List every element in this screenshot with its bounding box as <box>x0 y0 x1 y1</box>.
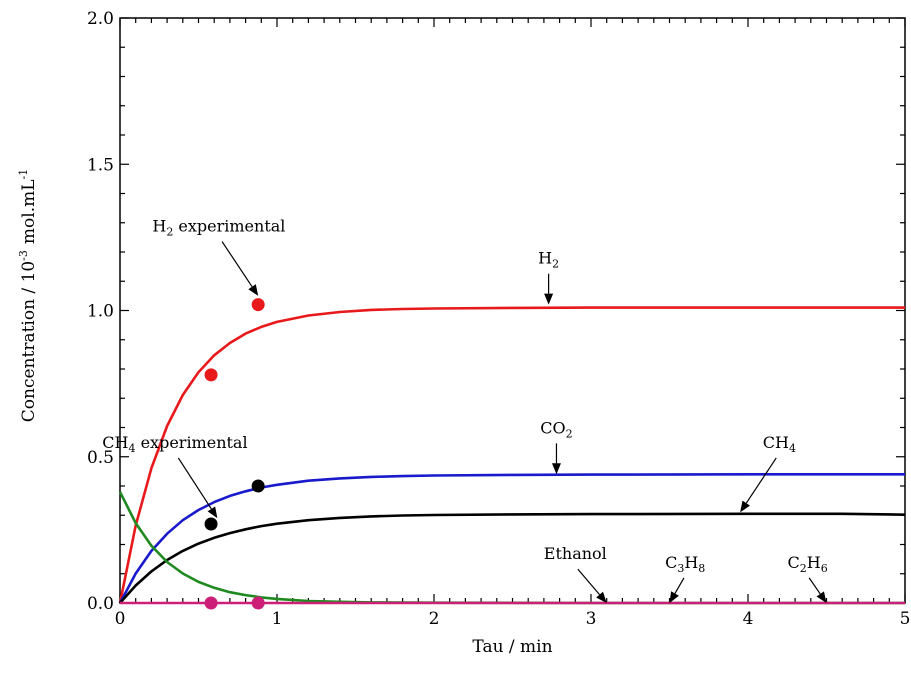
x-tick-label: 0 <box>115 609 126 629</box>
series-line <box>118 306 905 604</box>
annotation-text-part: 4 <box>789 442 796 455</box>
annotation-text-part: 2 <box>552 258 559 271</box>
annotation-ch4-arrow-head <box>740 500 750 513</box>
annotation-ch4-exp-arrow-head <box>207 506 218 519</box>
annotation-c3h8-arrow-head <box>669 591 679 603</box>
x-tick-label: 4 <box>743 609 754 629</box>
series-line <box>119 512 906 604</box>
annotation-text-part: CO <box>540 418 565 437</box>
annotation-c2h6-arrow-line <box>808 577 821 595</box>
annotation-ch4-exp-label: CH4 experimental <box>102 433 247 455</box>
experimental-point <box>204 596 218 610</box>
annotation-text-part: C <box>665 553 677 572</box>
annotation-ethanol-arrow-head <box>596 591 607 603</box>
annotation-ch4-arrow-line <box>745 457 777 504</box>
annotation-co2-arrow-head <box>551 463 561 475</box>
series-line <box>118 473 905 604</box>
annotation-text-part: 2 <box>566 427 573 440</box>
x-tick-label: 3 <box>586 609 597 629</box>
y-axis-label-unit-exp: -1 <box>17 169 30 180</box>
annotation-ethanol-label: Ethanol <box>544 544 607 563</box>
annotation-text-part: Ethanol <box>544 544 607 563</box>
annotation-text-part: experimental <box>173 217 285 236</box>
y-axis-label: Concentration / 10-3 mol.mL-1 <box>17 169 39 422</box>
annotation-c2h6-arrow-head <box>816 591 827 603</box>
annotation-text-part: H <box>152 217 166 236</box>
annotation-text-part: 8 <box>698 562 705 575</box>
annotation-co2-label: CO2 <box>540 418 572 440</box>
annotation-h2-exp-arrow-head <box>248 284 259 296</box>
annotation-h2-arrow-head <box>544 293 554 305</box>
annotation-text-part: H <box>684 553 698 572</box>
y-axis-label-exp: -3 <box>17 250 30 261</box>
annotation-text-part: H <box>538 249 552 268</box>
annotation-text-part: 2 <box>800 562 807 575</box>
x-tick-label: 1 <box>272 609 283 629</box>
y-tick-label: 1.5 <box>87 155 114 175</box>
annotation-c2h6-label: C2H6 <box>788 553 828 575</box>
annotation-text-part: CH <box>102 433 128 452</box>
y-tick-label: 0.5 <box>87 448 114 468</box>
series-lines <box>118 306 906 605</box>
annotation-c3h8-arrow-line <box>674 577 685 594</box>
annotation-text-part: 6 <box>821 562 828 575</box>
experimental-point <box>251 479 265 493</box>
x-axis-label: Tau / min <box>472 637 552 657</box>
annotation-ethanol-arrow-line <box>577 568 601 596</box>
annotation-text-part: experimental <box>136 433 248 452</box>
annotation-ch4-label: CH4 <box>763 433 796 455</box>
annotation-text-part: C <box>788 553 800 572</box>
x-tick-label: 5 <box>900 609 911 629</box>
experimental-points <box>204 298 265 610</box>
y-tick-label: 0.0 <box>87 594 114 614</box>
annotation-text-part: 2 <box>166 226 173 239</box>
annotation-text-part: 4 <box>129 442 136 455</box>
y-axis-label-main: Concentration / 10 <box>19 261 39 422</box>
y-tick-label: 1.0 <box>87 302 114 322</box>
annotation-text-part: 3 <box>677 562 684 575</box>
x-tick-label: 2 <box>429 609 440 629</box>
y-axis-label-unit: mol.mL <box>19 179 39 244</box>
annotation-text-part: H <box>807 553 821 572</box>
annotation-text-part: CH <box>763 433 789 452</box>
experimental-point <box>251 298 265 312</box>
annotation-h2-label: H2 <box>538 249 559 271</box>
axes: 0 1 2 3 4 5 0.0 0.5 1.0 1.5 2.0 <box>87 9 910 629</box>
annotation-h2-exp-arrow-line <box>221 241 253 288</box>
annotation-ch4-exp-arrow-line <box>177 457 212 510</box>
annotation-h2-exp-label: H2 experimental <box>152 217 285 239</box>
experimental-point <box>204 368 218 382</box>
experimental-point <box>204 517 218 531</box>
experimental-point <box>251 596 265 610</box>
y-tick-label: 2.0 <box>87 9 114 29</box>
series-line <box>118 491 905 605</box>
annotation-c3h8-label: C3H8 <box>665 553 705 575</box>
